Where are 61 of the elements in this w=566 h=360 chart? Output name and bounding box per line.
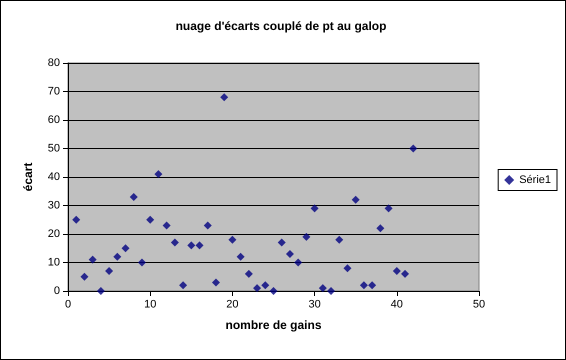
x-tick-label: 30 (308, 298, 321, 310)
point (392, 267, 401, 276)
legend-label: Série1 (519, 174, 551, 186)
point (302, 232, 310, 241)
y-tick-label: 80 (48, 57, 60, 69)
x-tick-label: 40 (390, 298, 403, 310)
y-tick-label: 10 (48, 256, 60, 268)
point (244, 270, 253, 278)
y-tick-label: 20 (48, 228, 60, 240)
point (154, 170, 162, 178)
point (409, 144, 418, 152)
point (113, 252, 122, 261)
point (72, 216, 80, 224)
y-tick-label: 50 (48, 142, 60, 154)
point (335, 236, 344, 244)
point (270, 287, 278, 295)
point (401, 270, 410, 278)
point (146, 216, 154, 224)
x-tick-label: 50 (472, 298, 486, 310)
y-axis-title: écart (21, 162, 35, 192)
point (318, 284, 327, 292)
point (212, 278, 220, 286)
x-axis-title: nombre de gains (225, 318, 322, 332)
y-tick-label: 60 (48, 114, 60, 126)
point (286, 250, 294, 258)
point (352, 196, 360, 204)
point (187, 241, 196, 250)
point (236, 252, 245, 261)
x-tick-label: 20 (226, 298, 239, 310)
point (122, 244, 130, 252)
point (384, 204, 393, 212)
x-tick-label: 0 (64, 298, 72, 310)
point (88, 256, 97, 264)
point (261, 281, 270, 290)
point (343, 264, 352, 272)
y-tick-label: 0 (54, 285, 60, 297)
x-tick-label: 10 (144, 298, 156, 310)
point (80, 272, 88, 281)
y-tick-label: 70 (48, 86, 60, 98)
point (220, 93, 228, 102)
point (368, 281, 376, 290)
point (130, 192, 138, 201)
point (105, 267, 114, 276)
point (327, 287, 336, 295)
point (179, 281, 188, 290)
point (376, 224, 384, 232)
point (170, 238, 179, 247)
point (96, 287, 105, 295)
y-tick-label: 30 (48, 200, 60, 212)
point (138, 258, 146, 266)
point (360, 281, 368, 290)
point (278, 238, 286, 247)
point (310, 204, 319, 212)
point (204, 221, 212, 230)
y-tick-label: 40 (48, 171, 60, 183)
point (253, 284, 262, 292)
point (294, 258, 302, 266)
point (228, 236, 236, 244)
point (162, 221, 171, 230)
chart-title: nuage d'écarts couplé de pt au galop (176, 19, 386, 33)
point (196, 241, 204, 250)
